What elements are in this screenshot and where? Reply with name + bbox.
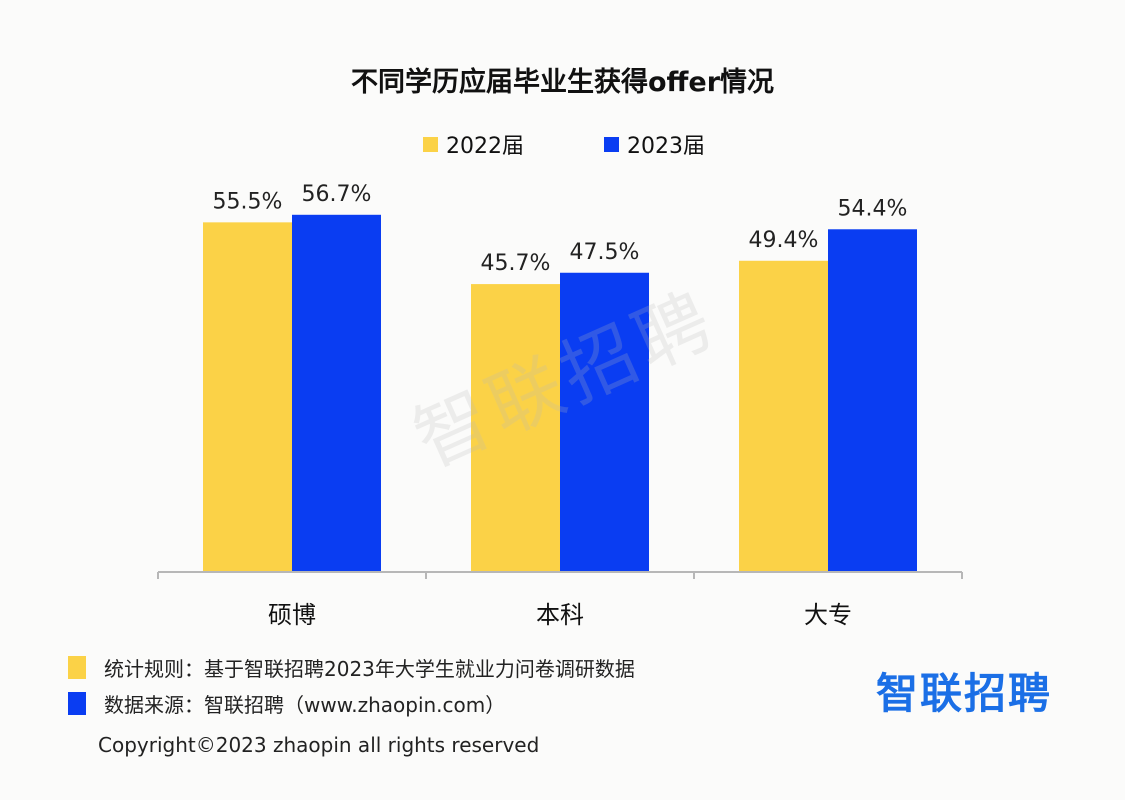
legend-swatch-2022 — [423, 136, 438, 152]
footnote-method: 统计规则：基于智联招聘2023年大学生就业力问卷调研数据 — [68, 653, 635, 682]
footnote-source: 数据来源：智联招聘（www.zhaopin.com） — [68, 689, 505, 718]
bar-大专-2022届 — [739, 260, 828, 572]
data-label-大专-2023届: 54.4% — [838, 196, 908, 221]
bar-大专-2023届 — [828, 229, 917, 572]
bar-硕博-2023届 — [292, 214, 381, 573]
footnote-swatch-yellow — [68, 656, 86, 679]
legend-item-2023: 2023届 — [604, 128, 705, 160]
legend-swatch-2023 — [604, 136, 619, 152]
chart-title: 不同学历应届毕业生获得offer情况 — [350, 67, 775, 98]
bar-本科-2023届 — [560, 272, 649, 572]
footnote-source-text: 数据来源：智联招聘（www.zhaopin.com） — [104, 693, 506, 717]
bar-硕博-2022届 — [203, 222, 292, 572]
legend-item-2022: 2022届 — [423, 128, 524, 160]
data-label-硕博-2022届: 55.5% — [213, 189, 283, 214]
bar-本科-2022届 — [471, 284, 560, 572]
data-label-本科-2022届: 45.7% — [481, 251, 551, 276]
legend-label-2023: 2023届 — [627, 134, 705, 159]
brand-logo: 智联招聘 — [876, 669, 1053, 718]
x-tick-label-硕博: 硕博 — [268, 601, 316, 629]
data-label-本科-2023届: 47.5% — [570, 240, 640, 265]
chart-legend: 2022届 2023届 — [0, 128, 1125, 160]
footnote-method-text: 统计规则：基于智联招聘2023年大学生就业力问卷调研数据 — [104, 657, 635, 681]
x-tick-label-本科: 本科 — [536, 601, 584, 629]
data-label-硕博-2023届: 56.7% — [302, 182, 372, 207]
copyright-text: Copyright©2023 zhaopin all rights reserv… — [98, 733, 540, 757]
data-label-大专-2022届: 49.4% — [749, 228, 819, 253]
x-tick-label-大专: 大专 — [804, 601, 852, 629]
footnote-swatch-blue — [68, 692, 86, 715]
legend-label-2022: 2022届 — [446, 134, 524, 159]
